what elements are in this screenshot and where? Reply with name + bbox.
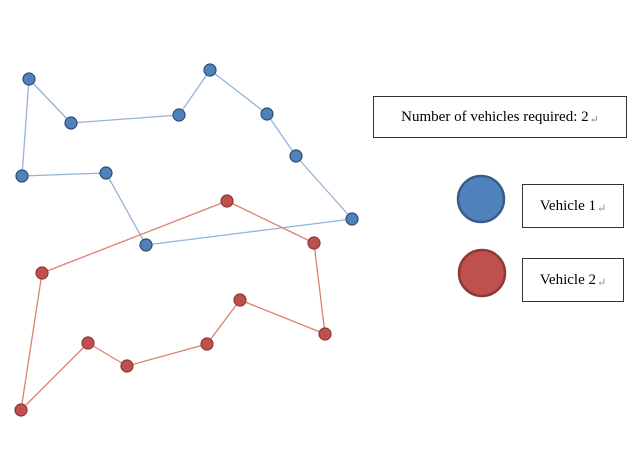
- vehicle-1-stop-node: [64, 116, 78, 130]
- vehicle-2-route-edge: [226, 200, 315, 244]
- paragraph-mark: ↵: [589, 113, 599, 126]
- paragraph-mark: ↵: [597, 276, 607, 289]
- paragraph-mark: ↵: [597, 202, 607, 215]
- vehicle-1-stop-node: [289, 149, 303, 163]
- vehicle-2-route-edge: [206, 299, 241, 345]
- legend-label-vehicle-2: Vehicle 2 ↵: [522, 258, 624, 302]
- vehicle-1-route: [15, 63, 359, 252]
- legend-swatches: [456, 174, 507, 298]
- vehicle-2-stop-node: [35, 266, 49, 280]
- vehicle-2-stop-node: [120, 359, 134, 373]
- vehicle-1-stop-node: [345, 212, 359, 226]
- legend-label-vehicle-1: Vehicle 1 ↵: [522, 184, 624, 228]
- vehicle-2-route-edge: [41, 200, 228, 274]
- vehicle-2-route-edge: [126, 343, 208, 367]
- vehicle-2-route-edge: [20, 272, 43, 411]
- vehicle-2-stop-node: [14, 403, 28, 417]
- vehicle-1-stop-node: [15, 169, 29, 183]
- vehicle-1-route-edge: [209, 69, 268, 115]
- vehicle-1-stop-node: [99, 166, 113, 180]
- vehicle-1-stop-node: [139, 238, 153, 252]
- vehicle-2-stop-node: [220, 194, 234, 208]
- vehicle-1-route-edge: [21, 78, 30, 177]
- legend-text-vehicle-2: Vehicle 2: [539, 271, 596, 288]
- legend-text-vehicle-1: Vehicle 1: [539, 197, 596, 214]
- vehicle-1-route-edge: [266, 113, 297, 157]
- vehicle-1-route-edge: [28, 78, 72, 124]
- vehicle-2-route-edge: [239, 299, 326, 335]
- vehicle-1-route-edge: [105, 172, 147, 246]
- vehicle-2-stop-node: [233, 293, 247, 307]
- vehicle-2-stop-node: [200, 337, 214, 351]
- vehicle-1-route-edge: [295, 155, 353, 220]
- vehicle-1-route-edge: [178, 69, 211, 116]
- vehicle-2-route-edge: [313, 242, 326, 335]
- legend-swatch-vehicle-1: [456, 174, 506, 224]
- vehicles-required-box: Number of vehicles required: 2 ↵: [373, 96, 627, 138]
- vehicles-required-text: Number of vehicles required: 2: [401, 108, 589, 125]
- legend-swatch-vehicle-2: [457, 248, 507, 298]
- vehicle-1-stop-node: [203, 63, 217, 77]
- vehicle-1-stop-node: [172, 108, 186, 122]
- vehicle-2-route: [14, 194, 332, 417]
- vehicle-1-stop-node: [260, 107, 274, 121]
- vehicle-1-route-edge: [145, 218, 353, 246]
- vehicle-1-stop-node: [22, 72, 36, 86]
- vehicle-1-route-edge: [70, 114, 180, 124]
- vehicle-2-stop-node: [318, 327, 332, 341]
- vehicle-2-route-edge: [20, 342, 89, 411]
- vehicle-2-stop-node: [307, 236, 321, 250]
- vehicle-1-route-edge: [21, 172, 107, 177]
- vehicle-2-stop-node: [81, 336, 95, 350]
- vehicle-2-route-edge: [87, 342, 128, 367]
